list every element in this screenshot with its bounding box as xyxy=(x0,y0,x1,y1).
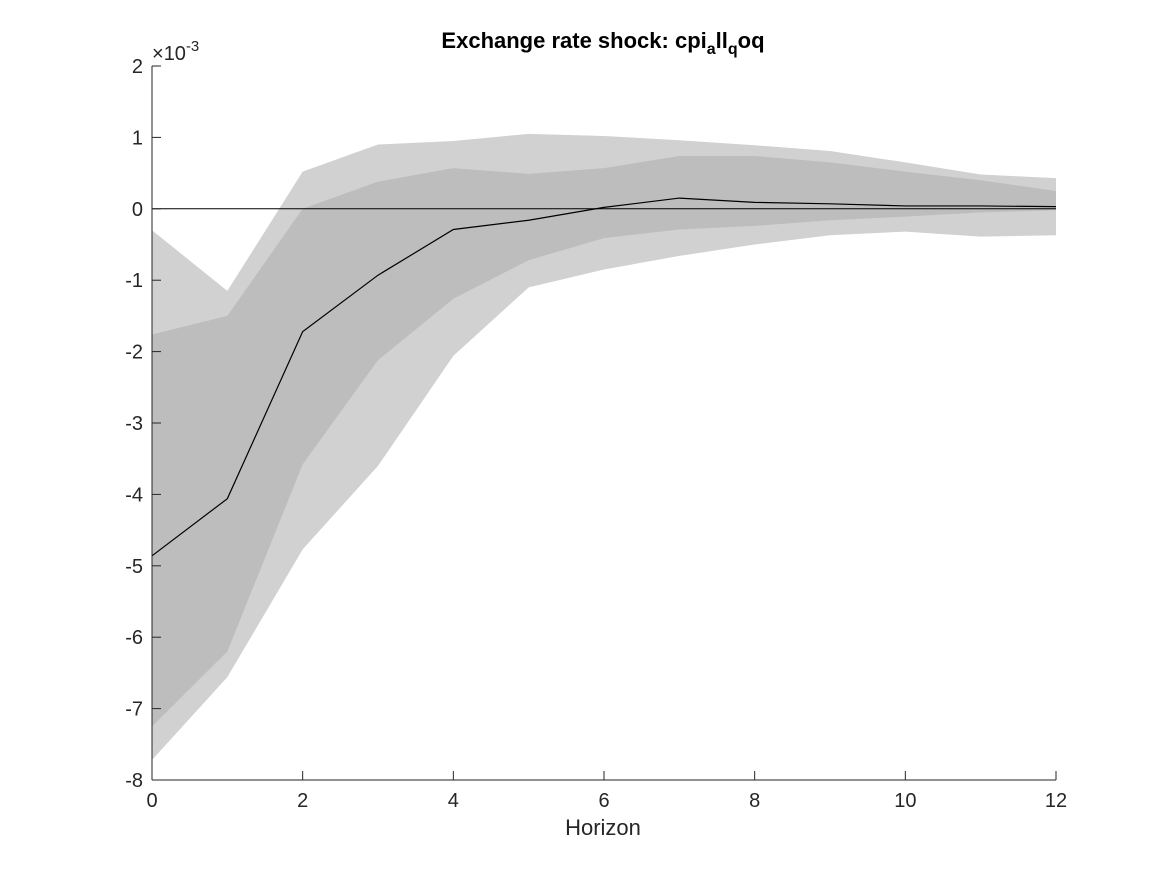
inner-confidence-band xyxy=(152,155,1056,727)
chart-title-end: oq xyxy=(738,28,765,53)
y-tick-label: -1 xyxy=(125,270,143,292)
x-tick-label: 0 xyxy=(146,790,157,812)
x-tick-label: 2 xyxy=(297,790,308,812)
y-tick-label: -7 xyxy=(125,699,143,721)
x-axis-ticks: 0 2 4 6 8 10 12 xyxy=(146,771,1067,812)
y-exponent-times: × xyxy=(152,43,164,65)
y-exponent-power: -3 xyxy=(186,38,199,55)
x-tick-label: 6 xyxy=(598,790,609,812)
chart-title-main: Exchange rate shock: cpi xyxy=(441,28,706,53)
y-exponent-base: 10 xyxy=(164,43,186,65)
y-tick-label: -3 xyxy=(125,413,143,435)
y-tick-label: -4 xyxy=(125,484,143,506)
median-response-line xyxy=(151,197,1057,557)
chart-title-sub2: q xyxy=(728,41,738,58)
x-axis-title: Horizon xyxy=(565,815,641,840)
y-tick-label: 2 xyxy=(132,56,143,78)
x-tick-label: 4 xyxy=(448,790,459,812)
y-exponent-label: ×10-3 xyxy=(152,38,199,65)
y-tick-label: -8 xyxy=(125,770,143,792)
x-tick-label: 8 xyxy=(749,790,760,812)
y-tick-label: -2 xyxy=(125,342,143,364)
y-tick-label: -6 xyxy=(125,627,143,649)
y-tick-label: 0 xyxy=(132,199,143,221)
y-tick-label: 1 xyxy=(132,127,143,149)
y-tick-label: -5 xyxy=(125,556,143,578)
chart-title-sub1: a xyxy=(707,41,716,58)
x-tick-label: 12 xyxy=(1045,790,1067,812)
chart-title: Exchange rate shock: cpiallqoq xyxy=(441,28,764,58)
y-axis-ticks: -8 -7 -6 -5 -4 -3 -2 -1 0 1 2 xyxy=(125,56,161,792)
chart-title-mid: ll xyxy=(716,28,728,53)
x-tick-label: 10 xyxy=(894,790,916,812)
